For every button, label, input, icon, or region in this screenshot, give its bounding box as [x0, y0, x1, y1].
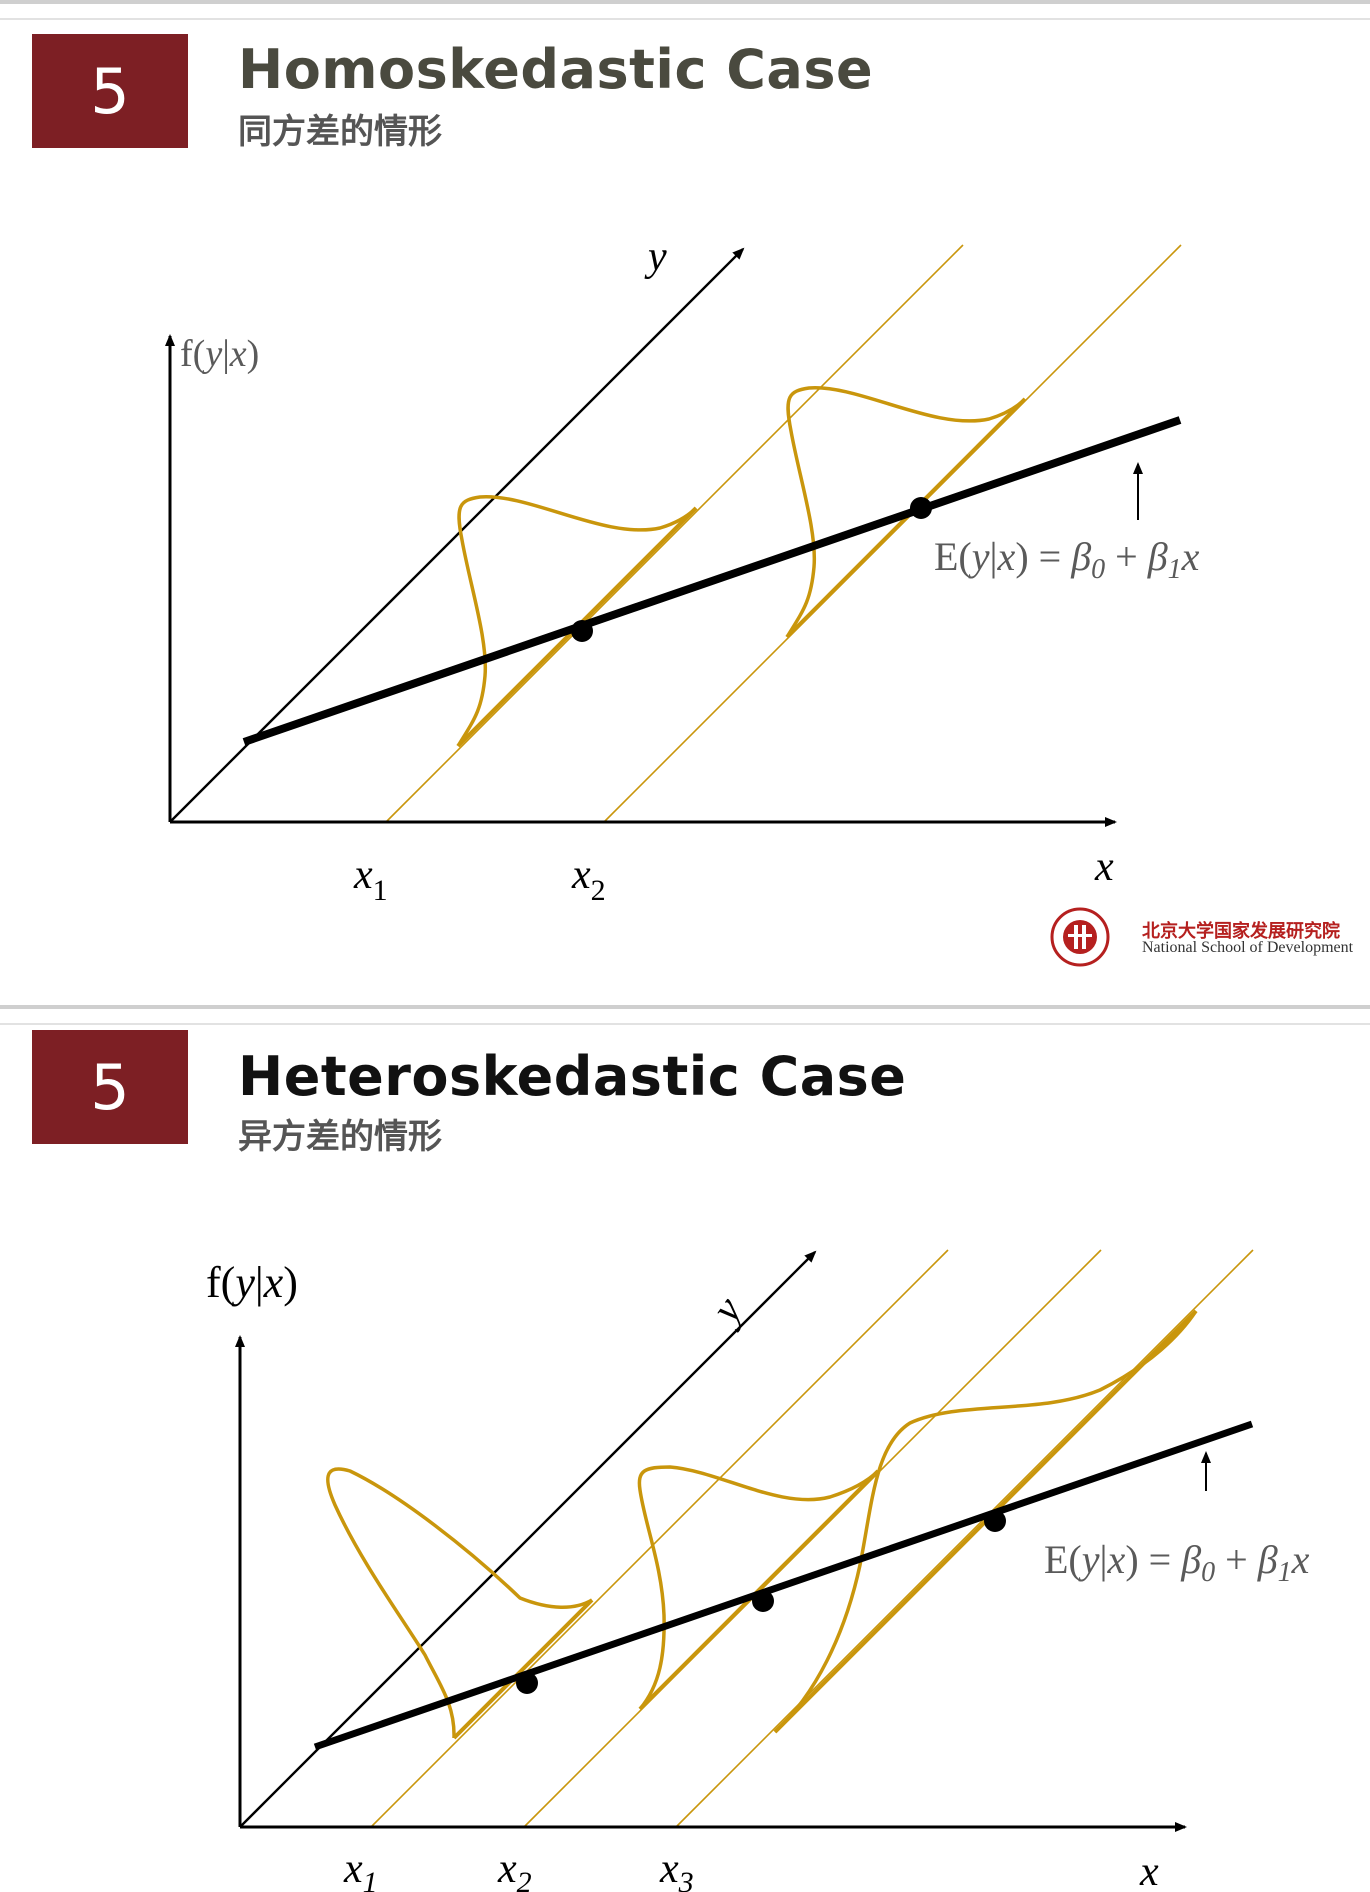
f-axis-label: f(y|x)	[180, 333, 259, 375]
slide-heteroskedastic: 5 Heteroskedastic Case 异方差的情形	[0, 1005, 1370, 1892]
density-curve-x1	[326, 1467, 593, 1739]
x-axis-label: x	[1139, 1849, 1159, 1892]
guide-line-x1	[385, 244, 964, 823]
slide-title: Heteroskedastic Case	[238, 1045, 907, 1108]
mean-point-x2	[910, 497, 932, 519]
y-depth-axis-label: y	[701, 1289, 752, 1334]
x-tick-label-1: x1	[343, 1846, 378, 1892]
slide-top-border	[0, 0, 1370, 4]
x-tick-label-1: x1	[353, 852, 388, 907]
y-depth-axis-label: y	[644, 234, 667, 280]
guide-line-x1	[370, 1249, 949, 1828]
density-curve-x3	[773, 1310, 1198, 1734]
slide-top-border	[0, 1005, 1370, 1009]
mean-point-x3	[984, 1510, 1006, 1532]
x-axis-label: x	[1094, 844, 1114, 890]
slide-subtitle: 异方差的情形	[238, 1117, 442, 1157]
f-axis-label: f(y|x)	[206, 1258, 298, 1307]
section-number-badge: 5	[32, 1030, 188, 1144]
slide-subtitle: 同方差的情形	[238, 112, 442, 152]
logo-name-english: National School of Development	[1142, 939, 1354, 956]
slide-top-divider	[0, 18, 1370, 20]
heteroskedastic-diagram: f(y|x) y x x1 x2 x3 E(y|x) = β0 + β1x	[206, 1249, 1310, 1892]
university-seal-icon	[1050, 907, 1110, 967]
x-tick-label-2: x2	[497, 1846, 532, 1892]
regression-equation: E(y|x) = β0 + β1x	[934, 534, 1200, 585]
guide-line-x3	[675, 1249, 1254, 1828]
mean-point-x2	[752, 1590, 774, 1612]
university-logo: 北京大学国家发展研究院 National School of Developme…	[1046, 907, 1370, 967]
regression-equation: E(y|x) = β0 + β1x	[1044, 1537, 1310, 1588]
density-curve-x2	[637, 1465, 880, 1711]
y-depth-axis	[169, 247, 745, 823]
x-tick-label-3: x3	[659, 1846, 694, 1892]
mean-point-x1	[571, 620, 593, 642]
homoskedastic-diagram: f(y|x) y x x1 x2 E(y|x) = β0 + β1x	[165, 234, 1200, 907]
density-base-line-1	[452, 1598, 594, 1740]
mean-point-x1	[516, 1672, 538, 1694]
slide-title: Homoskedastic Case	[238, 38, 874, 101]
density-base-line-2	[638, 1469, 880, 1711]
regression-line	[242, 416, 1182, 746]
slide-top-divider	[0, 1023, 1370, 1025]
slide-homoskedastic: 5 Homoskedastic Case 同方差的情形 f(y|x)	[0, 0, 1370, 967]
x-tick-label-2: x2	[571, 852, 606, 907]
logo-name-chinese: 北京大学国家发展研究院	[1142, 921, 1340, 942]
density-curve-x1	[456, 495, 698, 747]
y-depth-axis	[239, 1250, 817, 1828]
section-number-badge: 5	[32, 34, 188, 148]
density-curve-x2	[785, 386, 1027, 638]
regression-line	[313, 1420, 1254, 1751]
